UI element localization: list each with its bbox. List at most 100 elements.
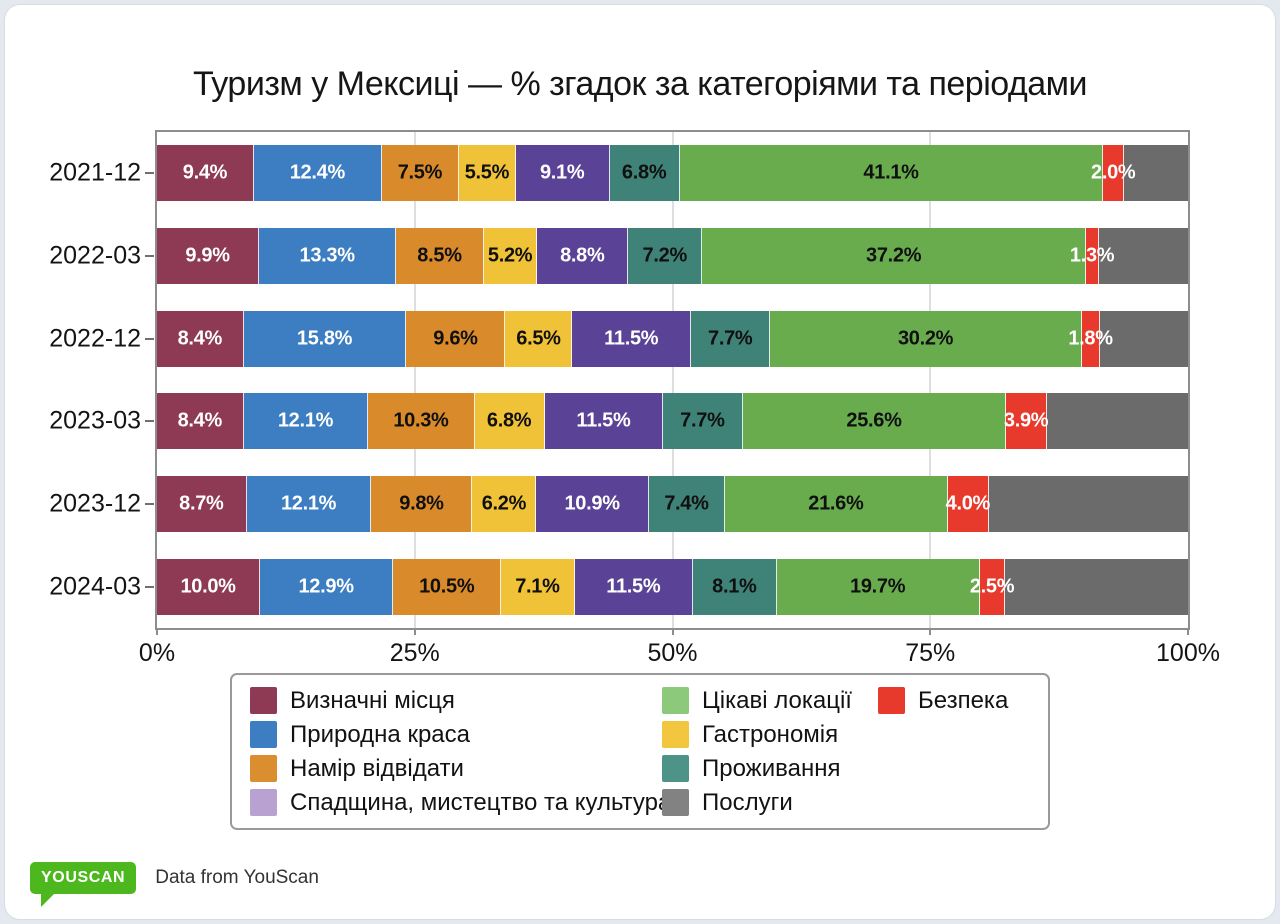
segment-value-label: 12.9% [298, 575, 354, 598]
legend-item: Природна краса [250, 721, 662, 748]
segment-value-label: 11.5% [604, 327, 659, 350]
x-axis-tick [929, 628, 932, 635]
legend-label: Природна краса [290, 720, 470, 748]
bar-segment: 8.7% [157, 476, 247, 533]
bar-row: 2023-12 8.7% 12.1% 9.8% 6.2% 10.9% 7.4% 21.6% 4.… [49, 463, 1188, 546]
legend-label: Спадщина, мистецтво та культура [290, 788, 672, 816]
segment-value-label: 19.7% [850, 575, 906, 598]
legend-item: Послуги [662, 789, 878, 816]
y-axis-label: 2022-03 [49, 241, 141, 270]
segment-value-label: 7.2% [642, 244, 688, 267]
y-axis-label: 2023-12 [49, 489, 141, 518]
segment-value-label: 41.1% [863, 161, 919, 184]
segment-value-label: 7.5% [397, 161, 443, 184]
legend-item: Визначні місця [250, 687, 662, 714]
chart-title: Туризм у Мексиці — % згадок за категорія… [192, 65, 1088, 103]
bar-segment: 41.1% [679, 145, 1104, 202]
bar-row: 2023-03 8.4% 12.1% 10.3% 6.8% 11.5% 7.7% 25.6% 3… [49, 380, 1188, 463]
bar-segment: 8.1% [693, 558, 777, 615]
bar-segment: 3.9% [1004, 393, 1049, 450]
segment-value-label: 8.4% [177, 327, 223, 350]
footer: YOUSCAN Data from YouScan [30, 862, 319, 907]
bar-segment: 12.4% [253, 145, 382, 202]
x-axis-label: 75% [905, 639, 956, 667]
bar-segment: 12.1% [243, 393, 369, 450]
legend-label: Намір відвідати [290, 754, 464, 782]
legend-column: Цікаві локації Гастрономія Проживання Послу… [662, 687, 878, 816]
segment-value-label: 30.2% [897, 327, 954, 350]
segment-value-label: 1.8% [1068, 327, 1113, 350]
legend-column: Безпека [878, 687, 1030, 816]
bar-segment: 6.8% [474, 393, 545, 450]
bar-segment: 9.1% [515, 145, 610, 202]
segment-value-label: 11.5% [606, 575, 661, 598]
legend-label: Визначні місця [290, 686, 455, 714]
bar-segment: 21.6% [725, 476, 948, 533]
segment-value-label: 8.8% [560, 244, 605, 267]
legend-swatch [250, 721, 277, 748]
bar-segment [988, 476, 1188, 533]
segment-value-label: 9.4% [182, 161, 228, 184]
bar-segment: 6.5% [505, 310, 573, 367]
bar-segment [1099, 228, 1188, 284]
segment-value-label: 9.6% [433, 327, 478, 350]
stacked-bar: 9.9% 13.3% 8.5% 5.2% 8.8% 7.2% 37.2% 1.3% [157, 228, 1188, 284]
bar-segment: 7.2% [628, 228, 703, 284]
bar-segment: 37.2% [702, 228, 1086, 284]
stacked-bar: 8.7% 12.1% 9.8% 6.2% 10.9% 7.4% 21.6% 4.0% [157, 476, 1188, 533]
legend-column: Визначні місця Природна краса Намір відвід… [250, 687, 671, 816]
y-axis-label: 2021-12 [49, 158, 141, 187]
legend-swatch [250, 789, 277, 816]
segment-value-label: 10.0% [180, 575, 236, 598]
segment-value-label: 2.0% [1091, 161, 1136, 184]
x-axis-label: 25% [389, 639, 440, 667]
segment-value-label: 8.1% [712, 575, 757, 598]
x-axis-label: 0% [138, 639, 176, 667]
legend-swatch [662, 721, 689, 748]
legend-item: Гастрономія [662, 721, 878, 748]
legend-label: Цікаві локації [702, 686, 852, 714]
segment-value-label: 4.0% [945, 492, 991, 515]
segment-value-label: 2.5% [969, 575, 1015, 598]
bar-segment [1100, 310, 1188, 367]
x-axis-tick [1187, 628, 1189, 635]
bar-segment: 12.9% [260, 558, 394, 615]
segment-value-label: 9.1% [539, 161, 585, 184]
bar-segment: 7.7% [663, 393, 743, 450]
segment-value-label: 12.1% [277, 409, 334, 432]
bars-container: 2021-12 9.4% 12.4% 7.5% 5.5% 9.1% 6.8% 41.1% 2.0… [49, 132, 1188, 628]
segment-value-label: 8.5% [417, 244, 462, 267]
legend-item: Проживання [662, 755, 878, 782]
segment-value-label: 9.8% [399, 492, 444, 515]
bar-segment: 7.1% [501, 558, 575, 615]
bar-segment: 5.5% [459, 145, 516, 202]
bar-segment: 6.8% [609, 145, 680, 202]
bar-segment: 11.5% [574, 558, 694, 615]
bar-segment: 9.9% [157, 228, 260, 284]
legend-item: Намір відвідати [250, 755, 662, 782]
bar-segment: 25.6% [742, 393, 1007, 450]
segment-value-label: 7.7% [680, 409, 725, 432]
bar-segment: 8.5% [396, 228, 484, 284]
legend-label: Безпека [918, 686, 1009, 714]
x-axis-tick [156, 628, 158, 635]
bar-segment: 9.6% [406, 310, 506, 367]
legend-swatch [250, 687, 277, 714]
bar-segment: 30.2% [770, 310, 1082, 367]
segment-value-label: 12.1% [280, 492, 337, 515]
legend: Визначні місця Природна краса Намір відвід… [230, 673, 1050, 830]
bar-row: 2024-03 10.0% 12.9% 10.5% 7.1% 11.5% 8.1% 19.7%… [49, 545, 1188, 628]
bar-segment: 12.1% [246, 476, 372, 533]
y-axis-label: 2022-12 [49, 324, 141, 353]
chart-card: Туризм у Мексиці — % згадок за категорія… [4, 4, 1276, 920]
legend-item: Цікаві локації [662, 687, 878, 714]
segment-value-label: 6.8% [621, 161, 667, 184]
bar-segment: 7.7% [691, 310, 771, 367]
bar-row: 2022-12 8.4% 15.8% 9.6% 6.5% 11.5% 7.7% 30.2% 1.… [49, 297, 1188, 380]
bar-segment: 2.0% [1091, 145, 1136, 202]
bar-row: 2022-03 9.9% 13.3% 8.5% 5.2% 8.8% 7.2% 37.2% 1.3… [49, 215, 1188, 298]
plot-area: 2021-12 9.4% 12.4% 7.5% 5.5% 9.1% 6.8% 41.1% 2.0… [49, 130, 1220, 667]
segment-value-label: 12.4% [289, 161, 346, 184]
legend-label: Послуги [702, 788, 793, 816]
bar-segment: 15.8% [243, 310, 407, 367]
